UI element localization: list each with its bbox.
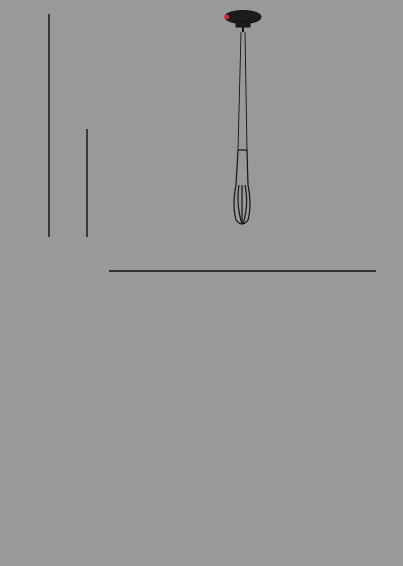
ceiling-canopy: [224, 10, 262, 32]
central-stem: [233, 149, 251, 225]
front-view: [224, 10, 262, 225]
suspension-cables: [237, 31, 248, 151]
canopy-accent-dot: [224, 14, 230, 20]
